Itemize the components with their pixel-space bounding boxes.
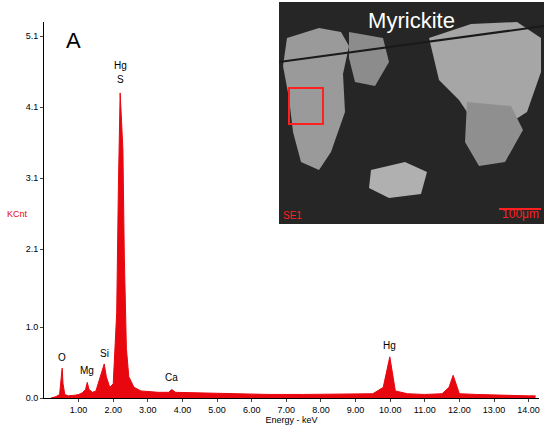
- svg-text:9.00: 9.00: [347, 405, 365, 415]
- svg-text:5.00: 5.00: [208, 405, 226, 415]
- svg-text:3.00: 3.00: [139, 405, 157, 415]
- svg-text:0.0: 0.0: [26, 393, 39, 403]
- svg-text:Hg: Hg: [114, 60, 127, 71]
- svg-text:1.00: 1.00: [70, 405, 88, 415]
- html-text:Myrickite: Myrickite: [368, 8, 455, 33]
- html-text:100μm: 100μm: [502, 207, 539, 221]
- svg-text:7.00: 7.00: [278, 405, 296, 415]
- svg-text:Si: Si: [100, 348, 109, 359]
- svg-text:6.00: 6.00: [243, 405, 261, 415]
- svg-text:5.1: 5.1: [26, 31, 39, 41]
- svg-text:1.0: 1.0: [26, 322, 39, 332]
- svg-text:4.1: 4.1: [26, 102, 39, 112]
- svg-text:4.00: 4.00: [174, 405, 192, 415]
- svg-text:14.00: 14.00: [517, 405, 540, 415]
- svg-text:2.00: 2.00: [104, 405, 122, 415]
- svg-text:8.00: 8.00: [312, 405, 330, 415]
- svg-text:Ca: Ca: [165, 372, 178, 383]
- svg-text:13.00: 13.00: [483, 405, 506, 415]
- svg-text:Energy - keV: Energy - keV: [265, 415, 317, 425]
- svg-text:11.00: 11.00: [414, 405, 436, 415]
- svg-text:3.1: 3.1: [26, 173, 39, 183]
- svg-text:12.00: 12.00: [448, 405, 471, 415]
- svg-text:KCnt: KCnt: [7, 209, 28, 219]
- svg-text:Mg: Mg: [80, 365, 94, 376]
- svg-text:O: O: [58, 352, 66, 363]
- svg-text:2.1: 2.1: [26, 244, 39, 254]
- svg-text:S: S: [117, 74, 124, 85]
- svg-text:Hg: Hg: [383, 340, 396, 351]
- html-text:SE1: SE1: [283, 210, 302, 221]
- svg-text:A: A: [66, 28, 81, 53]
- svg-text:10.00: 10.00: [379, 405, 402, 415]
